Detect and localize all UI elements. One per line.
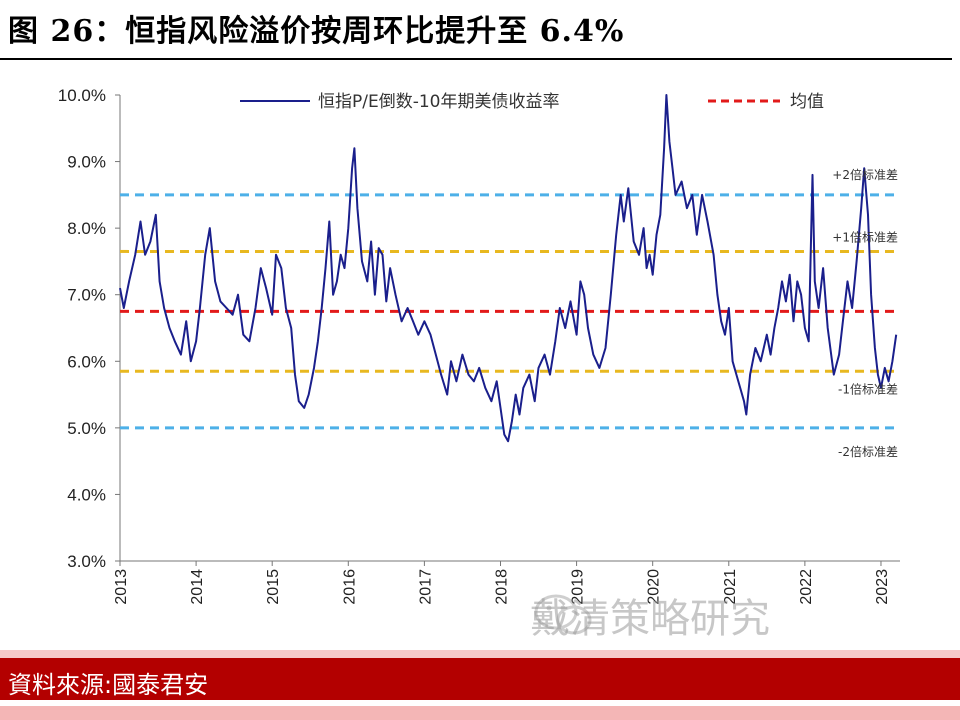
- y-tick-label: 7.0%: [67, 286, 106, 305]
- y-tick-label: 10.0%: [58, 86, 106, 105]
- y-tick-label: 3.0%: [67, 552, 106, 571]
- x-tick-label: 2020: [646, 569, 663, 605]
- x-tick-label: 2022: [798, 569, 815, 605]
- series-line: [119, 94, 898, 443]
- legend-mean-label: 均值: [790, 92, 824, 112]
- x-tick-label: 2014: [189, 569, 206, 605]
- reference-line-label: +2倍标准差: [832, 167, 898, 182]
- legend-series-label: 恒指P/E倒数-10年期美债收益率: [318, 92, 560, 112]
- x-tick-label: 2021: [722, 569, 739, 605]
- y-tick-label: 9.0%: [67, 153, 106, 172]
- source-label: 資料來源:國泰君安: [8, 671, 209, 699]
- watermark-text: 戴清策略研究: [530, 596, 770, 642]
- y-tick-label: 5.0%: [67, 419, 106, 438]
- x-tick-label: 2019: [570, 569, 587, 605]
- reference-line-label: +1倍标准差: [832, 229, 898, 244]
- footer-top-band: [0, 650, 960, 658]
- x-tick-label: 2015: [265, 569, 282, 605]
- risk-premium-chart: 10.0% 9.0% 8.0% 7.0% 6.0% 5.0% 4.0% 3.0% 2013 201…: [58, 86, 900, 605]
- reference-line-label: -2倍标准差: [838, 444, 898, 459]
- y-tick-label: 6.0%: [67, 352, 106, 371]
- page-title: 图 26：恒指风险溢价按周环比提升至 6.4%: [8, 14, 625, 49]
- footer-bottom-band: [0, 706, 960, 720]
- x-tick-label: 2023: [874, 569, 891, 605]
- footer-bar: [0, 658, 960, 700]
- y-tick-label: 4.0%: [67, 485, 106, 504]
- x-tick-label: 2017: [417, 569, 434, 605]
- y-tick-label: 8.0%: [67, 219, 106, 238]
- title-rule: [0, 58, 952, 60]
- reference-line-label: -1倍标准差: [838, 381, 898, 396]
- x-tick-label: 2018: [493, 569, 510, 605]
- x-tick-label: 2013: [113, 569, 130, 605]
- wechat-logo-icon: [534, 594, 592, 635]
- x-tick-label: 2016: [341, 569, 358, 605]
